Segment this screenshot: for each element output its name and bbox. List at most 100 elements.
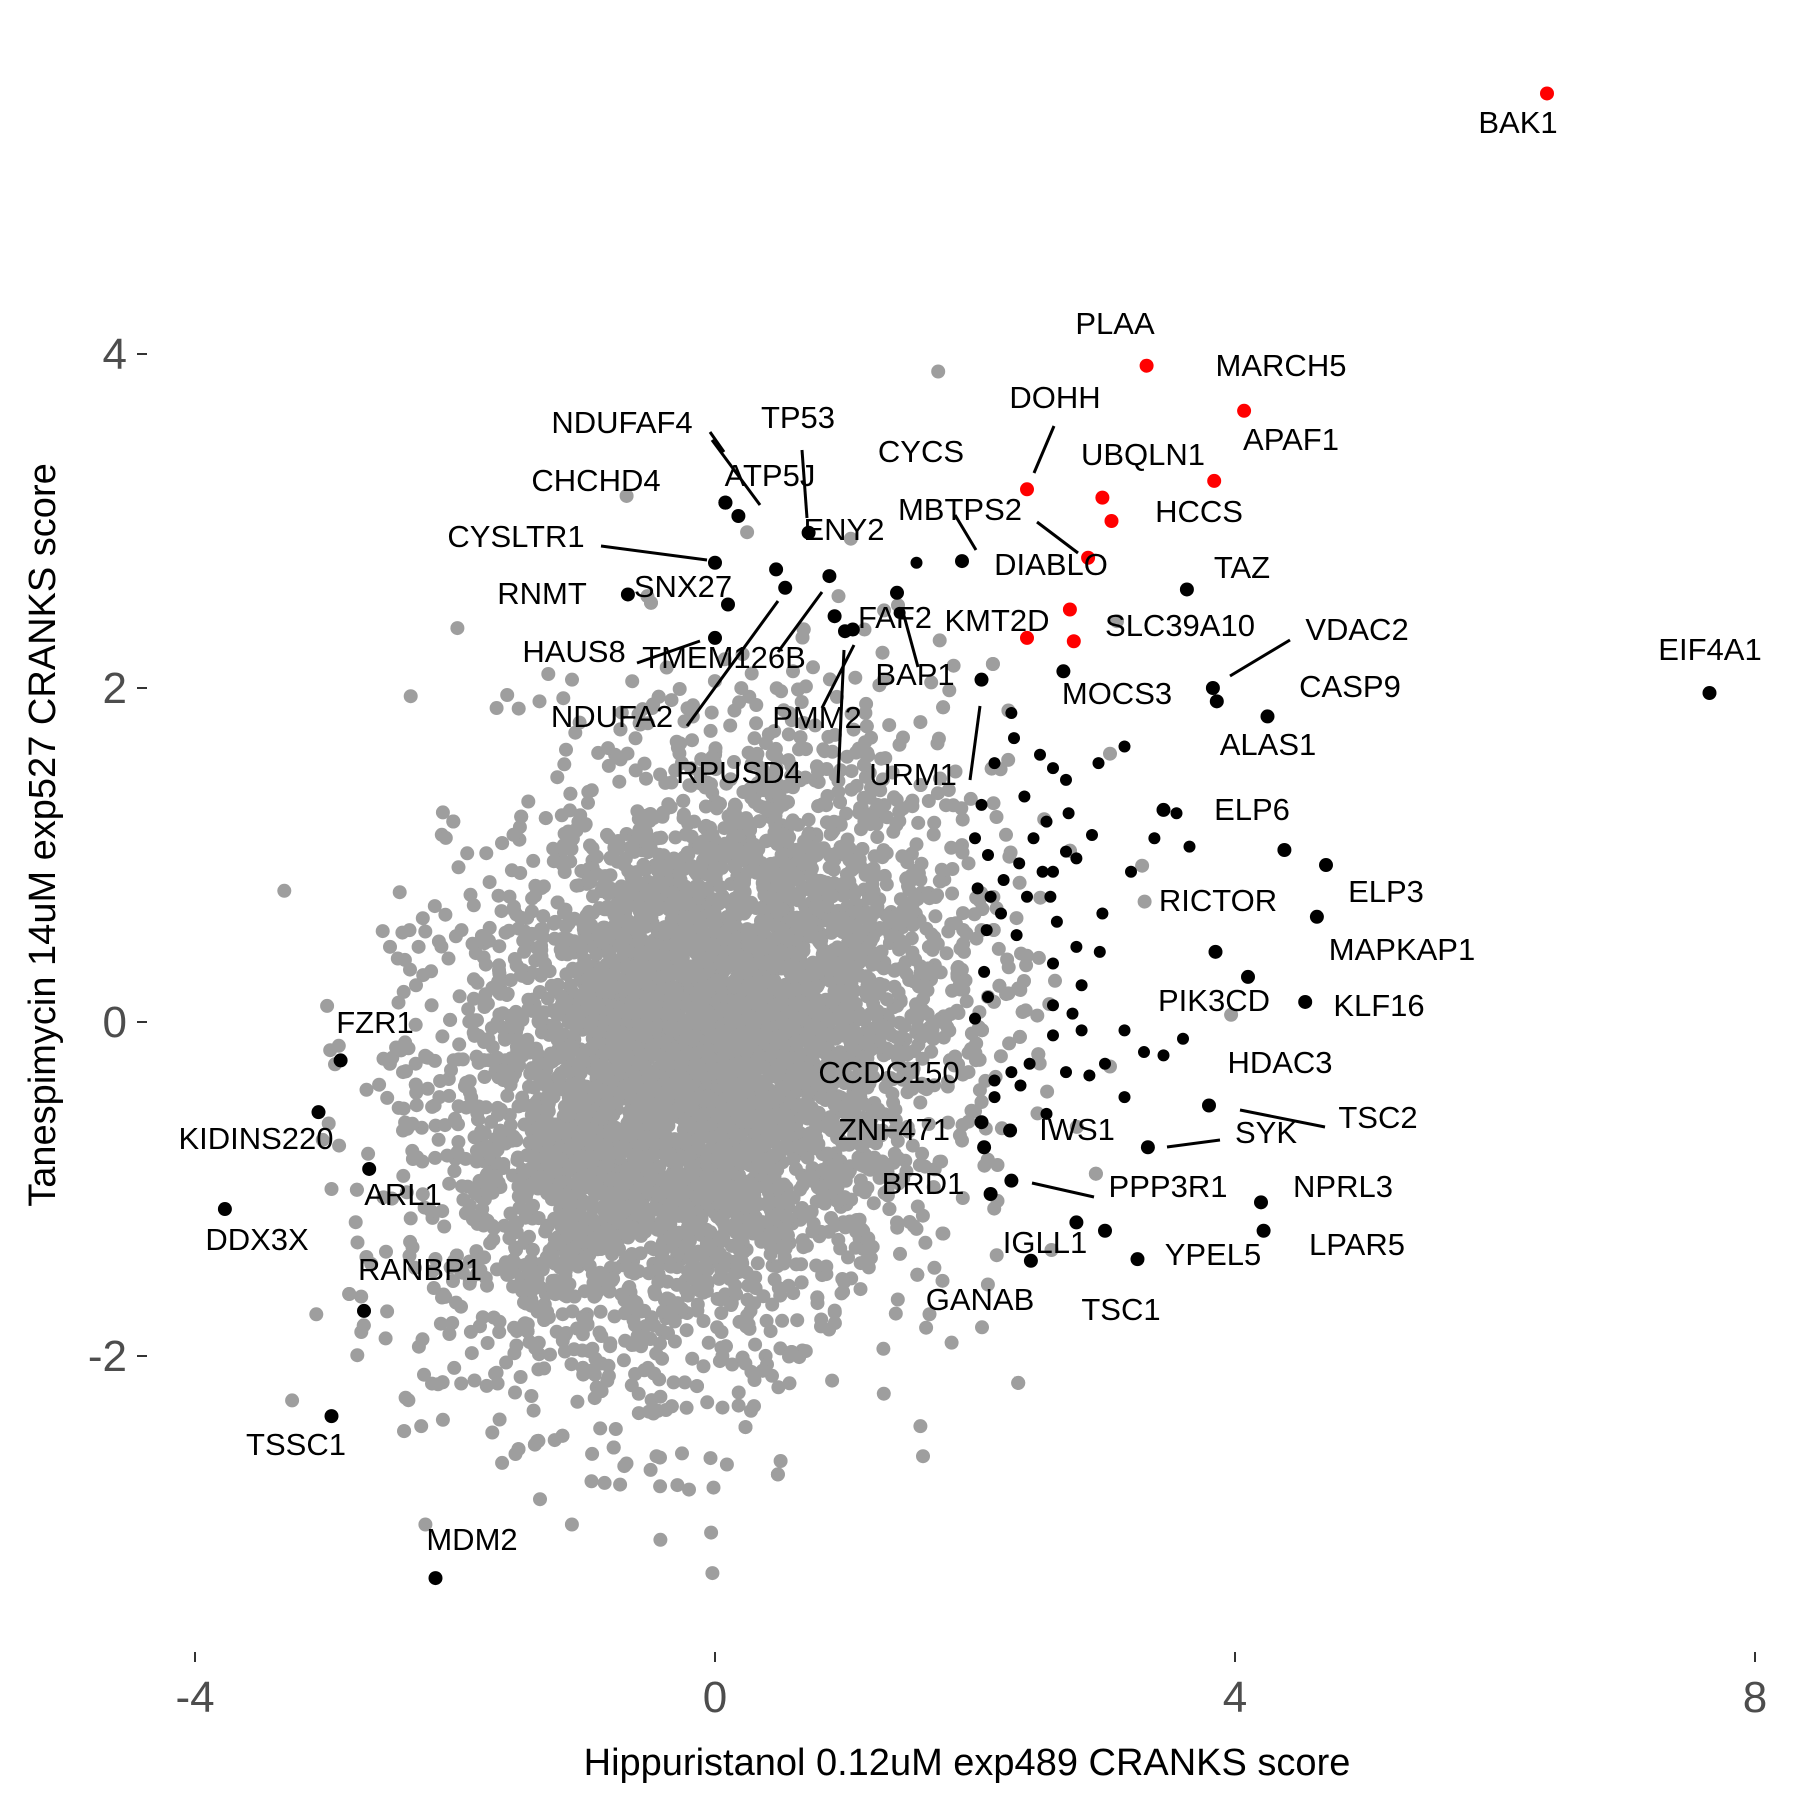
background-gene-point <box>932 873 947 888</box>
background-gene-point <box>856 790 871 805</box>
background-gene-point <box>431 1132 446 1147</box>
background-gene-point <box>399 1185 414 1200</box>
background-gene-point <box>772 1086 787 1101</box>
background-gene-point <box>876 1386 891 1401</box>
background-gene-point <box>823 973 837 988</box>
background-gene-point <box>425 1099 440 1114</box>
background-gene-point <box>924 675 939 690</box>
background-gene-point <box>537 1361 552 1376</box>
background-gene-point <box>849 1078 864 1093</box>
background-gene-point <box>746 1178 761 1193</box>
background-gene-point <box>921 1117 936 1131</box>
background-gene-point <box>664 693 679 708</box>
background-gene-point <box>955 1118 970 1132</box>
background-gene-point <box>396 1168 411 1183</box>
background-gene-point <box>320 998 335 1013</box>
background-gene-point <box>775 902 790 917</box>
background-gene-point <box>945 886 960 901</box>
background-gene-point <box>773 1288 788 1303</box>
background-gene-point <box>1044 1243 1059 1257</box>
background-gene-point <box>480 1278 494 1293</box>
background-gene-point <box>532 1056 546 1071</box>
background-gene-point <box>731 1385 746 1400</box>
background-gene-point <box>701 1335 716 1350</box>
background-gene-point <box>427 899 442 914</box>
background-gene-point <box>861 1260 876 1275</box>
background-gene-point <box>844 764 859 779</box>
background-gene-point <box>951 960 966 974</box>
background-gene-point <box>642 979 657 994</box>
background-gene-point <box>564 1517 579 1532</box>
background-gene-point <box>438 907 453 922</box>
background-gene-point <box>375 924 390 939</box>
background-gene-point <box>486 1232 501 1247</box>
background-gene-point <box>497 1218 512 1233</box>
background-gene-point <box>568 725 583 740</box>
background-gene-point <box>781 727 796 742</box>
background-gene-point <box>731 1398 746 1413</box>
background-gene-point <box>585 1446 600 1461</box>
background-gene-point <box>877 603 892 618</box>
background-gene-point <box>934 862 949 877</box>
background-gene-point <box>575 941 590 956</box>
background-gene-point <box>556 691 571 706</box>
background-gene-point <box>928 909 943 924</box>
background-gene-point <box>878 751 893 766</box>
background-gene-point <box>455 1179 469 1194</box>
background-gene-point <box>570 1394 585 1409</box>
background-gene-point <box>564 1357 579 1372</box>
background-gene-point <box>665 1195 680 1210</box>
background-gene-point <box>758 736 773 751</box>
background-gene-point <box>506 899 521 914</box>
background-gene-point <box>811 775 826 789</box>
background-gene-point <box>717 652 732 667</box>
background-gene-point <box>653 1532 668 1547</box>
background-gene-point <box>435 1204 450 1219</box>
background-gene-point <box>680 845 695 860</box>
background-gene-point <box>1069 1119 1084 1134</box>
background-gene-point <box>350 1348 365 1363</box>
background-gene-point <box>428 1150 443 1165</box>
background-gene-point <box>585 1201 600 1216</box>
background-gene-point <box>563 854 578 869</box>
background-gene-point <box>524 1389 539 1403</box>
background-gene-point <box>446 1274 460 1288</box>
background-gene-point <box>911 815 926 830</box>
background-gene-point <box>659 660 674 675</box>
background-gene-point <box>989 810 1004 824</box>
background-gene-point <box>526 853 541 868</box>
background-gene-point <box>870 797 885 812</box>
background-gene-point <box>1003 845 1018 860</box>
background-gene-point <box>669 734 684 749</box>
background-gene-point <box>698 1069 713 1084</box>
background-gene-point <box>454 1376 469 1391</box>
background-gene-point <box>936 1030 951 1045</box>
background-gene-point <box>614 705 629 720</box>
background-gene-point <box>888 1102 903 1117</box>
background-gene-point <box>843 531 858 546</box>
background-gene-point <box>681 1264 695 1279</box>
background-gene-point <box>865 1239 880 1254</box>
background-gene-point <box>887 1146 902 1161</box>
background-gene-point <box>464 1346 479 1361</box>
background-gene-point <box>742 1321 757 1336</box>
background-gene-point <box>391 1100 406 1115</box>
background-gene-point <box>628 731 643 746</box>
background-gene-point <box>910 1199 925 1214</box>
background-gene-point <box>359 1250 374 1264</box>
background-gene-point <box>704 705 719 720</box>
background-gene-point <box>408 1017 423 1032</box>
background-gene-point <box>418 1517 433 1532</box>
background-gene-point <box>875 645 890 660</box>
background-gene-point <box>510 1153 525 1168</box>
background-gene-point <box>597 1475 612 1490</box>
background-gene-point <box>548 1153 563 1168</box>
background-gene-point <box>743 1303 758 1318</box>
background-gene-point <box>547 931 562 946</box>
background-gene-point <box>1224 1007 1239 1022</box>
background-gene-point <box>415 911 430 926</box>
background-gene-point <box>521 794 536 809</box>
background-gene-point <box>596 1199 611 1213</box>
background-gene-point <box>463 887 478 902</box>
background-gene-point <box>679 1400 694 1415</box>
